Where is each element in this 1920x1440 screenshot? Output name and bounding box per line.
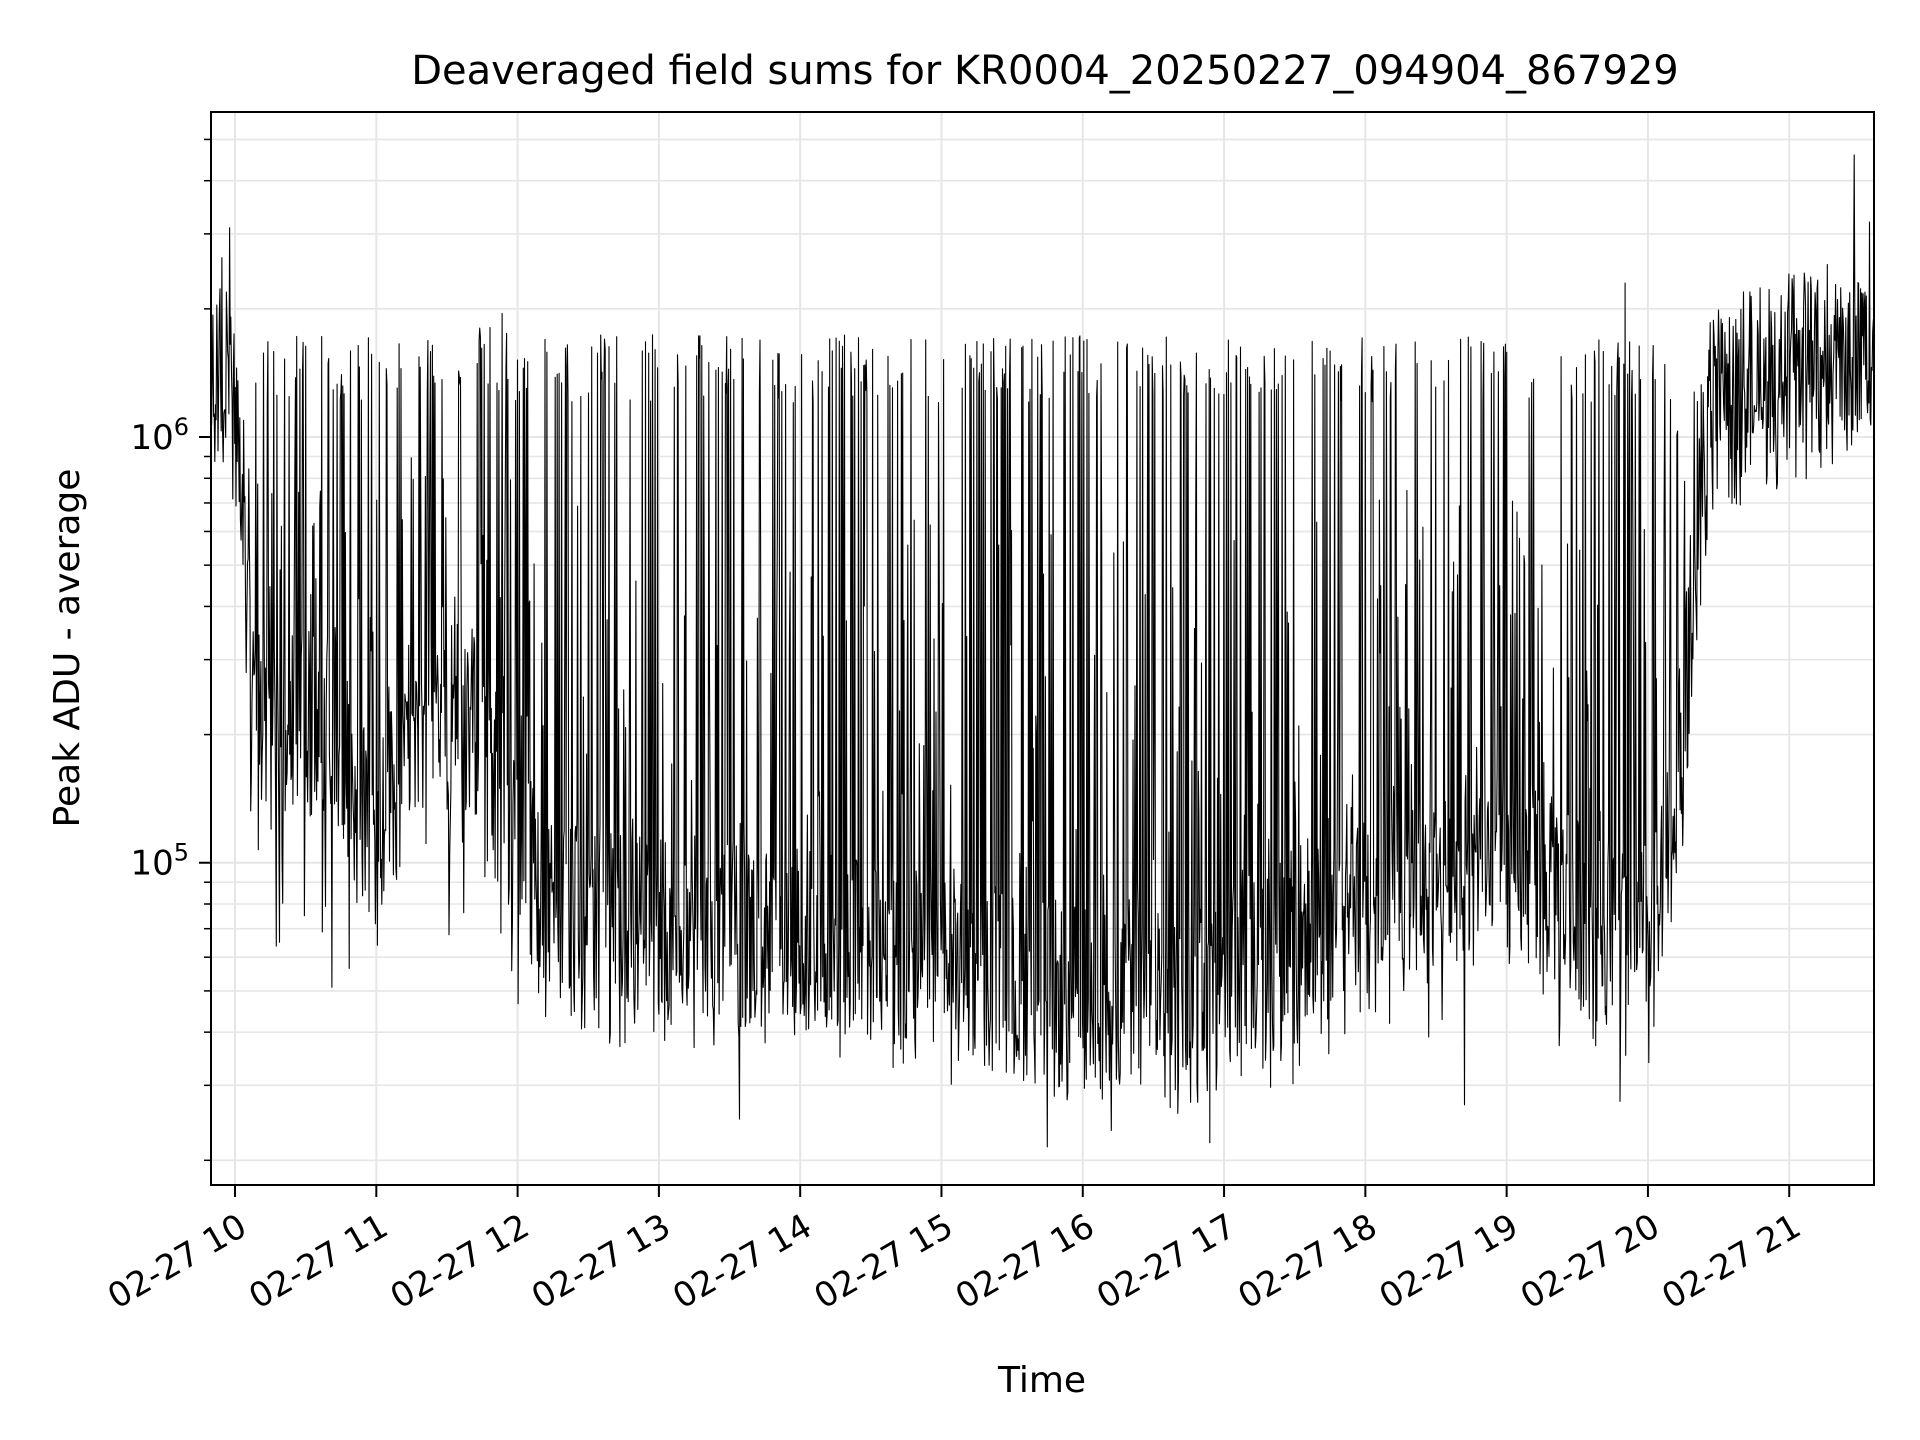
- plot-frame: [210, 111, 1875, 1186]
- chart-title: Deaveraged field sums for KR0004_2025022…: [411, 48, 1679, 94]
- y-axis-label: Peak ADU - average: [47, 469, 88, 828]
- series-path: [210, 154, 1875, 1148]
- y-tick-label: 105: [130, 839, 189, 884]
- x-axis-label: Time: [997, 1360, 1086, 1401]
- y-axis: 105 106: [130, 138, 211, 1162]
- series-line: [210, 154, 1875, 1148]
- y-tick-label: 106: [130, 413, 189, 458]
